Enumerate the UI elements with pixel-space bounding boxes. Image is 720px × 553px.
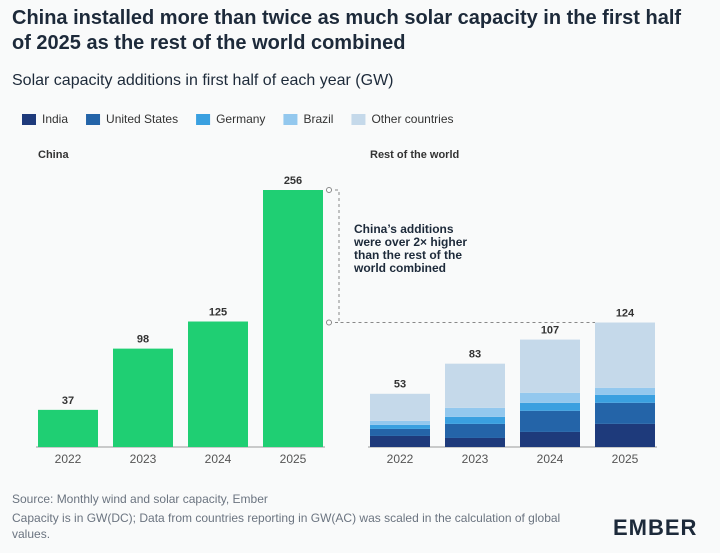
bar-segment (445, 407, 505, 417)
bar (263, 190, 323, 447)
x-tick-label: 2022 (55, 452, 82, 466)
bar-segment (520, 339, 580, 393)
bar-segment (520, 410, 580, 432)
value-label: 98 (137, 334, 149, 346)
annotation: China’s additions were over 2× higher th… (354, 222, 468, 275)
subtitle: Solar capacity additions in first half o… (12, 72, 394, 89)
legend-swatch (351, 114, 366, 125)
legend-label: Brazil (303, 112, 333, 126)
panel-title: China (38, 149, 69, 161)
legend-label: Germany (216, 112, 265, 126)
bar-segment (445, 363, 505, 408)
bar (113, 348, 173, 447)
bar-segment (370, 435, 430, 447)
bar-segment (520, 402, 580, 411)
total-label: 53 (394, 379, 406, 391)
connector-dot (326, 319, 332, 326)
legend-label: India (42, 112, 68, 126)
source: Source: Monthly wind and solar capacity,… (12, 492, 268, 506)
logo: EMBER (613, 515, 698, 540)
legend-swatch (283, 114, 298, 125)
legend-swatch (196, 114, 211, 125)
bar-segment (445, 437, 505, 447)
bar-segment (595, 322, 655, 388)
bar-segment (520, 431, 580, 447)
value-label: 256 (284, 175, 302, 187)
note: Capacity is in GW(DC); Data from countri… (12, 511, 561, 541)
x-tick-label: 2023 (462, 452, 489, 466)
bar-segment (370, 393, 430, 421)
connector-dot (326, 187, 332, 193)
x-tick-label: 2024 (205, 452, 232, 466)
legend-label: Other countries (371, 112, 453, 126)
bar-segment (520, 392, 580, 403)
bar-segment (370, 420, 430, 425)
total-label: 107 (541, 324, 559, 336)
title: China installed more than twice as much … (12, 7, 682, 54)
bar (188, 321, 248, 447)
x-tick-label: 2022 (387, 452, 414, 466)
bar (38, 409, 98, 447)
x-tick-label: 2023 (130, 452, 157, 466)
value-label: 37 (62, 395, 74, 407)
legend-swatch (22, 114, 36, 125)
bar-segment (595, 402, 655, 424)
bar-segment (595, 394, 655, 403)
x-tick-label: 2025 (280, 452, 307, 466)
value-label: 125 (209, 306, 227, 318)
panel-title: Rest of the world (370, 149, 459, 161)
legend-label: United States (106, 112, 178, 126)
x-tick-label: 2025 (612, 452, 639, 466)
bar-segment (445, 416, 505, 424)
total-label: 83 (469, 349, 481, 361)
x-tick-label: 2024 (537, 452, 564, 466)
bar-segment (370, 424, 430, 429)
bar-segment (370, 428, 430, 436)
bar-segment (595, 423, 655, 447)
bar-segment (595, 387, 655, 395)
total-label: 124 (616, 307, 635, 319)
legend-swatch (86, 114, 101, 125)
bar-segment (445, 423, 505, 438)
